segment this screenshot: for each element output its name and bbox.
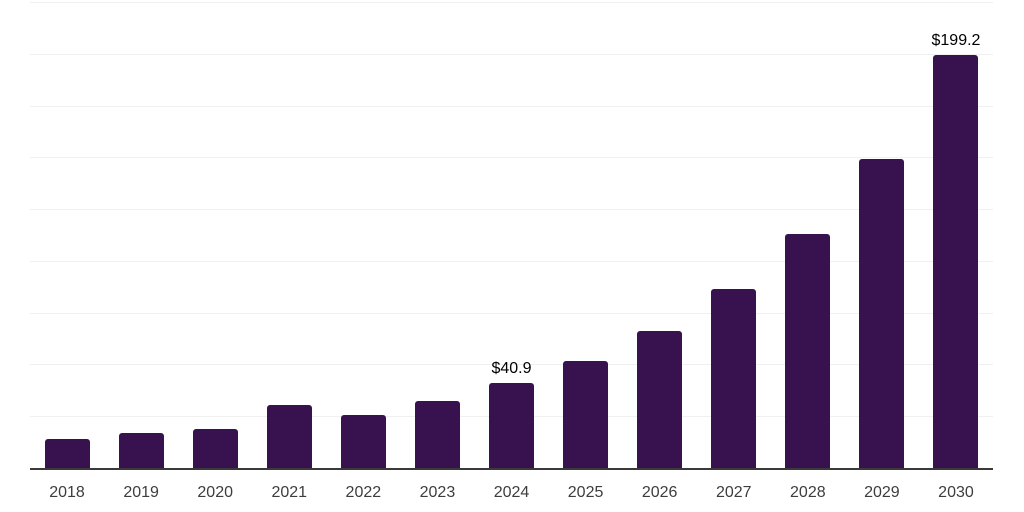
bar-column-2028: [771, 2, 845, 468]
bar-column-2026: [623, 2, 697, 468]
gridline: [30, 260, 993, 262]
bar-2022: [340, 414, 386, 468]
x-axis: 2018 2019 2020 2021 2022 2023 2024 2025 2026 2027…: [30, 483, 993, 502]
bar-2019: [118, 432, 164, 468]
bar-column-2018: [30, 2, 104, 468]
x-tick-label-2019: 2019: [123, 484, 159, 501]
bar-column-2023: [400, 2, 474, 468]
x-tick-label-2022: 2022: [345, 484, 382, 501]
gridline: [30, 53, 993, 55]
gridline: [30, 157, 993, 159]
bar-column-2029: [845, 2, 919, 468]
x-tick-label-2029: 2029: [864, 484, 900, 501]
bar-column-2024: $40.9: [474, 2, 548, 468]
x-tick-label-2028: 2028: [790, 484, 826, 501]
x-tick-label-2021: 2021: [271, 484, 308, 501]
bar-2028: [785, 234, 831, 468]
bar-value-label-2024: $40.9: [491, 360, 532, 378]
bar-2029: [859, 159, 905, 468]
bar-column-2019: [104, 2, 178, 468]
x-tick-label-2030: 2030: [938, 484, 974, 501]
x-tick-label-2026: 2026: [641, 484, 678, 501]
bar-2020: [192, 429, 238, 468]
gridline: [30, 209, 993, 211]
gridline: [30, 2, 993, 3]
bar-2018: [44, 439, 90, 468]
bar-2025: [563, 360, 609, 468]
bar-2024: [489, 383, 534, 468]
x-tick-label-2023: 2023: [419, 484, 456, 501]
x-tick-label-2025: 2025: [567, 484, 604, 501]
x-tick-label-2020: 2020: [197, 484, 233, 501]
plot-area: $40.9 $199.2: [30, 2, 993, 470]
bar-2030: [933, 55, 979, 468]
bar-2026: [637, 330, 683, 468]
gridline: [30, 364, 993, 366]
bar-2023: [414, 401, 460, 468]
bar-column-2030: $199.2: [919, 2, 993, 468]
bar-column-2027: [697, 2, 771, 468]
x-tick-label-2018: 2018: [49, 484, 85, 501]
gridline: [30, 312, 993, 314]
x-tick-label-2027: 2027: [715, 484, 752, 501]
bar-2021: [266, 405, 312, 468]
gridline: [30, 105, 993, 107]
bar-2027: [711, 289, 757, 468]
bar-column-2020: [178, 2, 252, 468]
bar-value-label-2030: $199.2: [931, 32, 981, 50]
bar-column-2022: [326, 2, 400, 468]
x-tick-label-2024: 2024: [493, 484, 530, 501]
bar-column-2021: [252, 2, 326, 468]
bar-column-2025: [549, 2, 623, 468]
